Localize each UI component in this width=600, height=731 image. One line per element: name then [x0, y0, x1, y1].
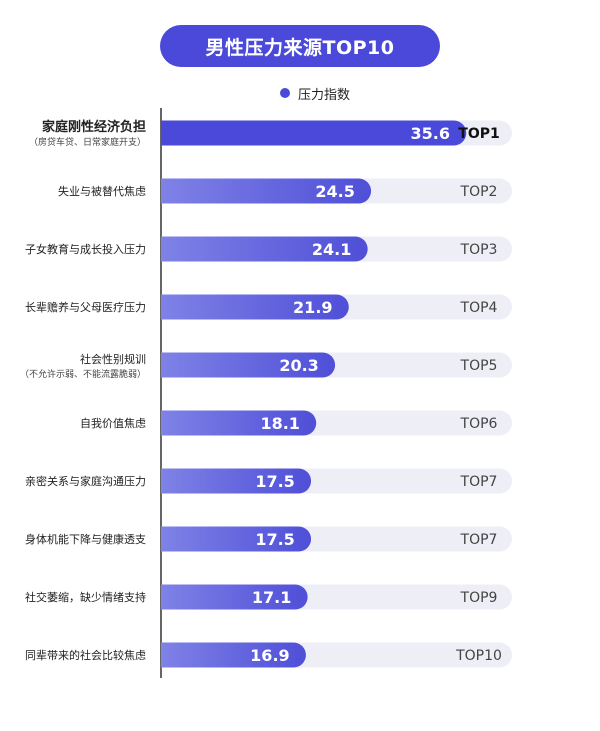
rank-label: TOP7: [460, 532, 498, 548]
bar-row: 17.1 TOP9 社交萎缩，缺少情绪支持: [25, 584, 512, 610]
bar: [161, 584, 308, 610]
rank-label: TOP1: [458, 126, 499, 142]
bar-value-label: 21.9: [293, 298, 332, 317]
bar-row: 16.9 TOP10 同辈带来的社会比较焦虑: [25, 642, 512, 668]
legend-label: 压力指数: [297, 87, 350, 103]
rank-label: TOP4: [460, 300, 498, 316]
category-sublabel: （不允许示弱、不能流露脆弱）: [20, 368, 146, 380]
bar: [161, 236, 368, 262]
bar-value-label: 17.1: [252, 588, 291, 607]
bar-row: 20.3 TOP5 社会性别规训 （不允许示弱、不能流露脆弱）: [20, 352, 512, 380]
bar: [161, 352, 336, 378]
rank-label: TOP9: [460, 590, 498, 606]
legend-marker: [279, 88, 290, 98]
rank-label: TOP5: [460, 358, 498, 374]
bar-row: 35.6 TOP1 家庭刚性经济负担（房贷车贷、日常家庭开支）: [29, 119, 512, 148]
category-label: 长辈赡养与父母医疗压力: [25, 300, 146, 314]
bar: [161, 642, 306, 668]
category-label: 家庭刚性经济负担: [42, 119, 146, 135]
bar: [161, 410, 317, 436]
bar-row: 24.1 TOP3 子女教育与成长投入压力: [25, 236, 512, 262]
bar-value-label: 35.6: [411, 124, 450, 143]
bar-value-label: 24.1: [312, 240, 351, 259]
bar: [161, 294, 349, 320]
category-label: 身体机能下降与健康透支: [25, 532, 146, 546]
bar-row: 21.9 TOP4 长辈赡养与父母医疗压力: [25, 294, 512, 320]
bar: [161, 526, 312, 552]
category-label: 社交萎缩，缺少情绪支持: [25, 590, 146, 604]
category-sublabel: （房贷车贷、日常家庭开支）: [29, 136, 146, 148]
bar-value-label: 24.5: [315, 182, 354, 201]
bar-row: 24.5 TOP2 失业与被替代焦虑: [58, 178, 512, 204]
rank-label: TOP6: [460, 416, 498, 432]
category-label: 亲密关系与家庭沟通压力: [25, 474, 146, 488]
category-label: 子女教育与成长投入压力: [25, 242, 146, 256]
category-label: 自我价值焦虑: [80, 417, 146, 430]
legend: 压力指数: [0, 84, 600, 103]
rank-label: TOP10: [455, 648, 502, 664]
bar-value-label: 18.1: [260, 414, 299, 433]
bar-value-label: 17.5: [255, 472, 294, 491]
rank-label: TOP7: [460, 474, 498, 490]
category-label: 失业与被替代焦虑: [58, 184, 146, 198]
bar-value-label: 17.5: [255, 530, 294, 549]
rank-label: TOP2: [460, 184, 498, 200]
bar: [161, 178, 372, 204]
bar-value-label: 16.9: [250, 646, 289, 665]
category-label: 社会性别规训: [80, 352, 146, 366]
bar-row: 18.1 TOP6 自我价值焦虑: [80, 410, 512, 436]
bar: [161, 120, 467, 146]
bar: [161, 468, 312, 494]
bar-row: 17.5 TOP7 亲密关系与家庭沟通压力: [25, 468, 512, 494]
chart-title: 男性压力来源TOP10: [160, 25, 440, 67]
bar-row: 17.5 TOP7 身体机能下降与健康透支: [25, 526, 512, 552]
category-label: 同辈带来的社会比较焦虑: [25, 648, 146, 662]
rank-label: TOP3: [460, 242, 498, 258]
bar-value-label: 20.3: [279, 356, 318, 375]
